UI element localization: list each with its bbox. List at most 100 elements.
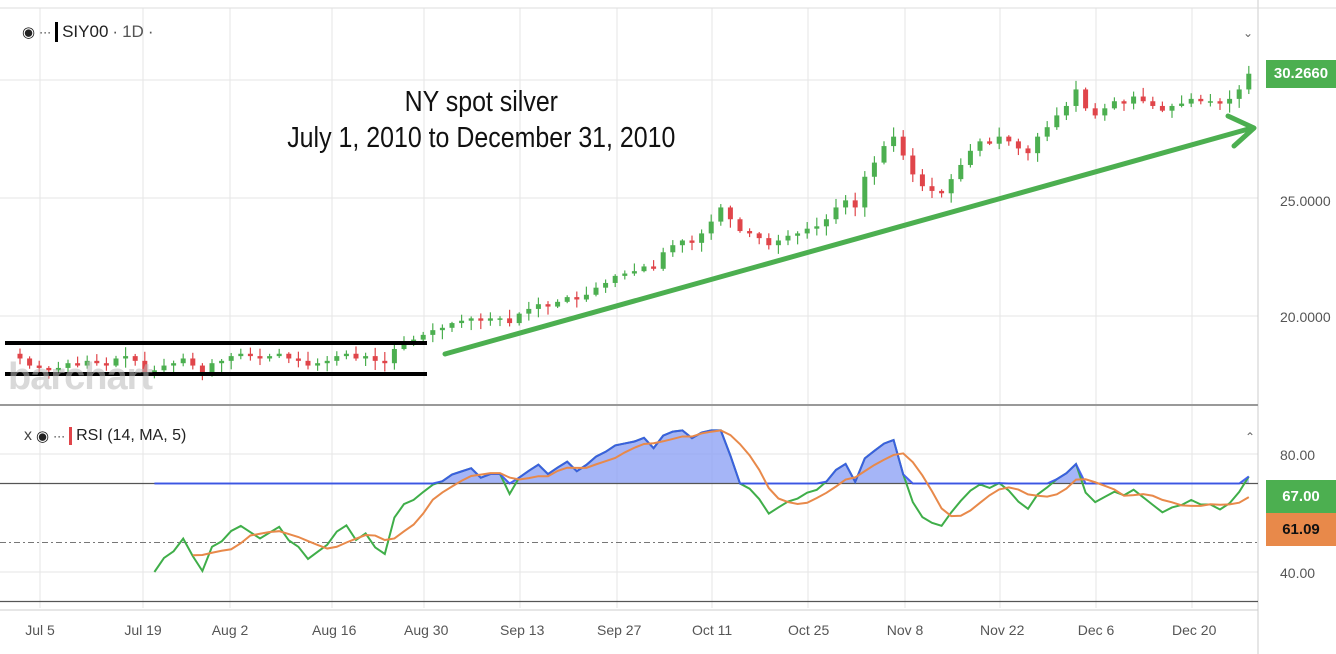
candle-body bbox=[94, 360, 100, 364]
last-price-tag: 30.2660 bbox=[1266, 60, 1336, 88]
candle-body bbox=[497, 318, 503, 320]
candle-body bbox=[910, 155, 916, 175]
candle-body bbox=[967, 150, 973, 165]
candle-body bbox=[1092, 108, 1098, 116]
candle-body bbox=[612, 275, 618, 283]
collapse-price-pane-icon[interactable]: ⌄ bbox=[1243, 26, 1254, 40]
candle-body bbox=[420, 334, 426, 340]
candle-body bbox=[411, 339, 417, 342]
candle-body bbox=[267, 356, 273, 359]
candle-body bbox=[1102, 108, 1108, 116]
candle-body bbox=[583, 294, 589, 300]
candle-body bbox=[17, 353, 23, 359]
candle-body bbox=[161, 365, 167, 371]
candle-body bbox=[1227, 98, 1233, 104]
candle-body bbox=[939, 190, 945, 194]
trend-arrow-head bbox=[1225, 113, 1257, 149]
candle-body bbox=[315, 363, 321, 366]
time-tick-label: Sep 13 bbox=[500, 622, 545, 638]
time-tick-label: Jul 5 bbox=[25, 622, 55, 638]
candle-body bbox=[1044, 127, 1050, 137]
candle-body bbox=[1198, 98, 1204, 102]
rsi-label[interactable]: RSI (14, MA, 5) bbox=[76, 427, 187, 444]
price-tick: 25.0000 bbox=[1280, 193, 1331, 209]
candle-body bbox=[1246, 73, 1252, 90]
candle-body bbox=[574, 297, 580, 300]
rsi-tick: 80.00 bbox=[1280, 447, 1316, 463]
candle-body bbox=[670, 245, 676, 253]
symbol-label[interactable]: SIY00 bbox=[62, 22, 109, 41]
candle-body bbox=[1207, 101, 1213, 103]
candle-body bbox=[382, 360, 388, 364]
candle-body bbox=[353, 353, 359, 359]
candle-body bbox=[756, 233, 762, 239]
candle-body bbox=[718, 207, 724, 222]
candle-body bbox=[1063, 105, 1069, 116]
candle-body bbox=[84, 360, 90, 366]
candle-body bbox=[334, 356, 340, 361]
candle-body bbox=[1073, 89, 1079, 106]
candle-body bbox=[430, 330, 436, 335]
interval-label[interactable]: 1D bbox=[122, 22, 144, 41]
time-tick-label: Nov 8 bbox=[886, 622, 924, 638]
candle-body bbox=[977, 141, 983, 151]
candle-body bbox=[814, 226, 820, 229]
candle-body bbox=[881, 146, 887, 163]
candle-body bbox=[180, 358, 186, 364]
annotation-text: NY spot silver July 1, 2010 to December … bbox=[262, 84, 701, 156]
collapse-rsi-pane-icon[interactable]: ⌃ bbox=[1245, 430, 1256, 444]
candle-body bbox=[843, 200, 849, 208]
candle-body bbox=[219, 360, 225, 364]
candle-body bbox=[699, 233, 705, 243]
candle-body bbox=[103, 363, 109, 366]
candle-body bbox=[679, 240, 685, 246]
candle-body bbox=[113, 358, 119, 366]
candle-body bbox=[209, 363, 215, 373]
candle-body bbox=[459, 320, 465, 324]
candle-body bbox=[151, 370, 157, 373]
candle-body bbox=[900, 136, 906, 156]
candle-body bbox=[852, 200, 858, 208]
candle-body bbox=[391, 349, 397, 364]
candle-body bbox=[660, 252, 666, 269]
candle-body bbox=[171, 363, 177, 366]
symbol-color-bar bbox=[55, 22, 59, 42]
candle-body bbox=[199, 365, 205, 373]
candle-body bbox=[603, 282, 609, 288]
time-tick-label: Aug 16 bbox=[312, 622, 357, 638]
candle-body bbox=[27, 358, 33, 366]
candle-body bbox=[727, 207, 733, 220]
candle-body bbox=[1236, 89, 1242, 99]
candle-body bbox=[823, 219, 829, 227]
more-options-button[interactable]: ··· bbox=[53, 429, 66, 443]
rsi-pane-header: x ◉ ··· RSI (14, MA, 5) bbox=[24, 427, 186, 445]
candle-body bbox=[343, 353, 349, 357]
candle-body bbox=[708, 221, 714, 234]
candle-body bbox=[1188, 98, 1194, 104]
candle-body bbox=[948, 179, 954, 194]
candle-body bbox=[36, 365, 42, 368]
candle-body bbox=[1006, 136, 1012, 142]
candle-body bbox=[593, 287, 599, 295]
more-options-button[interactable]: ··· bbox=[39, 25, 52, 39]
candle-body bbox=[987, 141, 993, 144]
candle-body bbox=[142, 360, 148, 373]
candle-body bbox=[737, 219, 743, 232]
candle-body bbox=[564, 297, 570, 302]
candle-body bbox=[775, 240, 781, 246]
candle-body bbox=[401, 341, 407, 350]
candle-body bbox=[766, 238, 772, 246]
eye-icon[interactable]: ◉ bbox=[36, 428, 50, 445]
close-icon[interactable]: x bbox=[24, 427, 32, 444]
candle-body bbox=[526, 308, 532, 314]
rsi-ma-value-tag: 61.09 bbox=[1266, 513, 1336, 546]
price-tick: 20.0000 bbox=[1280, 309, 1331, 325]
annotation-line-2: July 1, 2010 to December 31, 2010 bbox=[287, 122, 676, 154]
candle-body bbox=[439, 327, 445, 331]
candle-body bbox=[1159, 105, 1165, 111]
candle-body bbox=[1111, 101, 1117, 109]
eye-icon[interactable]: ◉ bbox=[22, 24, 36, 41]
candle-body bbox=[507, 318, 513, 324]
candle-body bbox=[478, 318, 484, 321]
